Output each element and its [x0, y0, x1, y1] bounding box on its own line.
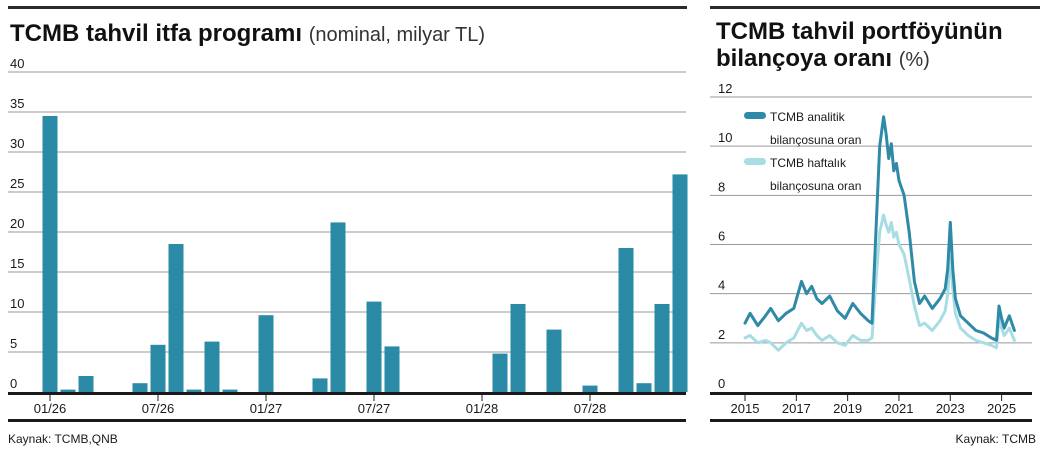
- line-series-analitik: [743, 115, 1016, 342]
- right-title-line2: bilançoya oranı: [716, 45, 893, 72]
- legend-label-haftalik-2: bilançosuna oran: [770, 179, 862, 193]
- bar: [132, 383, 148, 392]
- bar: [672, 174, 688, 392]
- right-x-tick-label: 2021: [885, 401, 914, 416]
- chart-legend: TCMB analitik bilançosuna oran TCMB haft…: [744, 106, 861, 198]
- right-y-tick-label: 8: [718, 179, 725, 194]
- bar: [384, 346, 400, 392]
- left-y-tick-label: 30: [10, 136, 24, 151]
- bar: [546, 329, 562, 392]
- legend-label-analitik-2: bilançosuna oran: [770, 133, 862, 147]
- left-title-main: TCMB tahvil itfa programı: [10, 20, 303, 47]
- bar: [168, 244, 184, 392]
- left-chart-title: TCMB tahvil itfa programı (nominal, mily…: [10, 20, 485, 49]
- left-y-tick-label: 5: [10, 336, 17, 351]
- left-y-tick-label: 10: [10, 296, 24, 311]
- left-title-unit: (nominal, milyar TL): [308, 24, 486, 46]
- right-x-tick-label: 2019: [833, 401, 862, 416]
- left-x-tick-label: 07/26: [142, 401, 175, 416]
- bar: [636, 383, 652, 392]
- left-y-tick-label: 40: [10, 56, 24, 71]
- left-y-tick-label: 35: [10, 96, 24, 111]
- right-bottom-rule: [710, 419, 1032, 422]
- left-x-tick-label: 07/28: [574, 401, 607, 416]
- left-x-axis: [8, 392, 686, 395]
- right-y-tick-label: 0: [718, 376, 725, 391]
- right-x-tick-label: 2023: [936, 401, 965, 416]
- bar: [330, 222, 346, 392]
- right-x-tick-label: 2015: [731, 401, 760, 416]
- left-x-tick-label: 01/28: [466, 401, 499, 416]
- left-source: Kaynak: TCMB,QNB: [8, 432, 118, 446]
- legend-label-analitik-1: TCMB analitik: [770, 110, 845, 124]
- right-y-tick-label: 2: [718, 327, 725, 342]
- right-y-tick-label: 6: [718, 229, 725, 244]
- bar: [186, 389, 202, 392]
- left-y-tick-label: 20: [10, 216, 24, 231]
- bar: [204, 341, 220, 392]
- legend-item-analitik: TCMB analitik bilançosuna oran: [744, 106, 861, 152]
- line-series-haftalik: [743, 213, 1016, 352]
- right-chart-panel: TCMB tahvil portföyünün bilançoya oranı (…: [708, 0, 1044, 452]
- left-bottom-rule: [8, 419, 686, 422]
- left-top-rule: [8, 6, 687, 9]
- right-chart-title: TCMB tahvil portföyünün bilançoya oranı (…: [716, 18, 1003, 74]
- left-x-tick-label: 07/27: [358, 401, 391, 416]
- bar: [510, 304, 526, 392]
- left-x-tick-label: 01/27: [250, 401, 283, 416]
- bar: [366, 301, 382, 392]
- legend-swatch-haftalik: [744, 158, 766, 165]
- right-y-tick-label: 12: [718, 81, 732, 96]
- bar: [618, 248, 634, 392]
- left-x-tick-label: 01/26: [34, 401, 67, 416]
- right-x-tick-label: 2025: [987, 401, 1016, 416]
- bar: [258, 315, 274, 392]
- right-title-line1: TCMB tahvil portföyünün: [716, 18, 1003, 45]
- bar: [42, 116, 58, 392]
- bar: [150, 344, 166, 392]
- legend-item-haftalik: TCMB haftalık bilançosuna oran: [744, 152, 861, 198]
- left-y-tick-label: 15: [10, 256, 24, 271]
- bar: [312, 378, 328, 392]
- right-title-unit: (%): [898, 49, 930, 71]
- right-source: Kaynak: TCMB: [955, 432, 1036, 446]
- bar: [78, 376, 94, 392]
- right-y-tick-label: 10: [718, 130, 732, 145]
- legend-swatch-analitik: [744, 112, 766, 119]
- right-y-tick-label: 4: [718, 278, 725, 293]
- left-chart-panel: TCMB tahvil itfa programı (nominal, mily…: [8, 6, 688, 446]
- redemption-bar-chart: 0 5 10 15 20 25 30 35 40 01/26 07/26 01/27 07/27 01/2…: [8, 56, 688, 422]
- right-x-axis: [710, 392, 1032, 395]
- bar: [654, 304, 670, 392]
- portfolio-ratio-line-chart: 0 2 4 6 8 10 12 2015 2017 2019 2021 2023 2025: [710, 81, 1032, 422]
- left-y-tick-label: 0: [10, 376, 17, 391]
- bar: [60, 389, 76, 392]
- right-top-rule: [710, 6, 1040, 9]
- right-x-tick-label: 2017: [782, 401, 811, 416]
- bar: [492, 353, 508, 392]
- legend-label-haftalik-1: TCMB haftalık: [770, 156, 847, 170]
- left-y-tick-label: 25: [10, 176, 24, 191]
- bar: [222, 389, 238, 392]
- bar: [582, 385, 598, 392]
